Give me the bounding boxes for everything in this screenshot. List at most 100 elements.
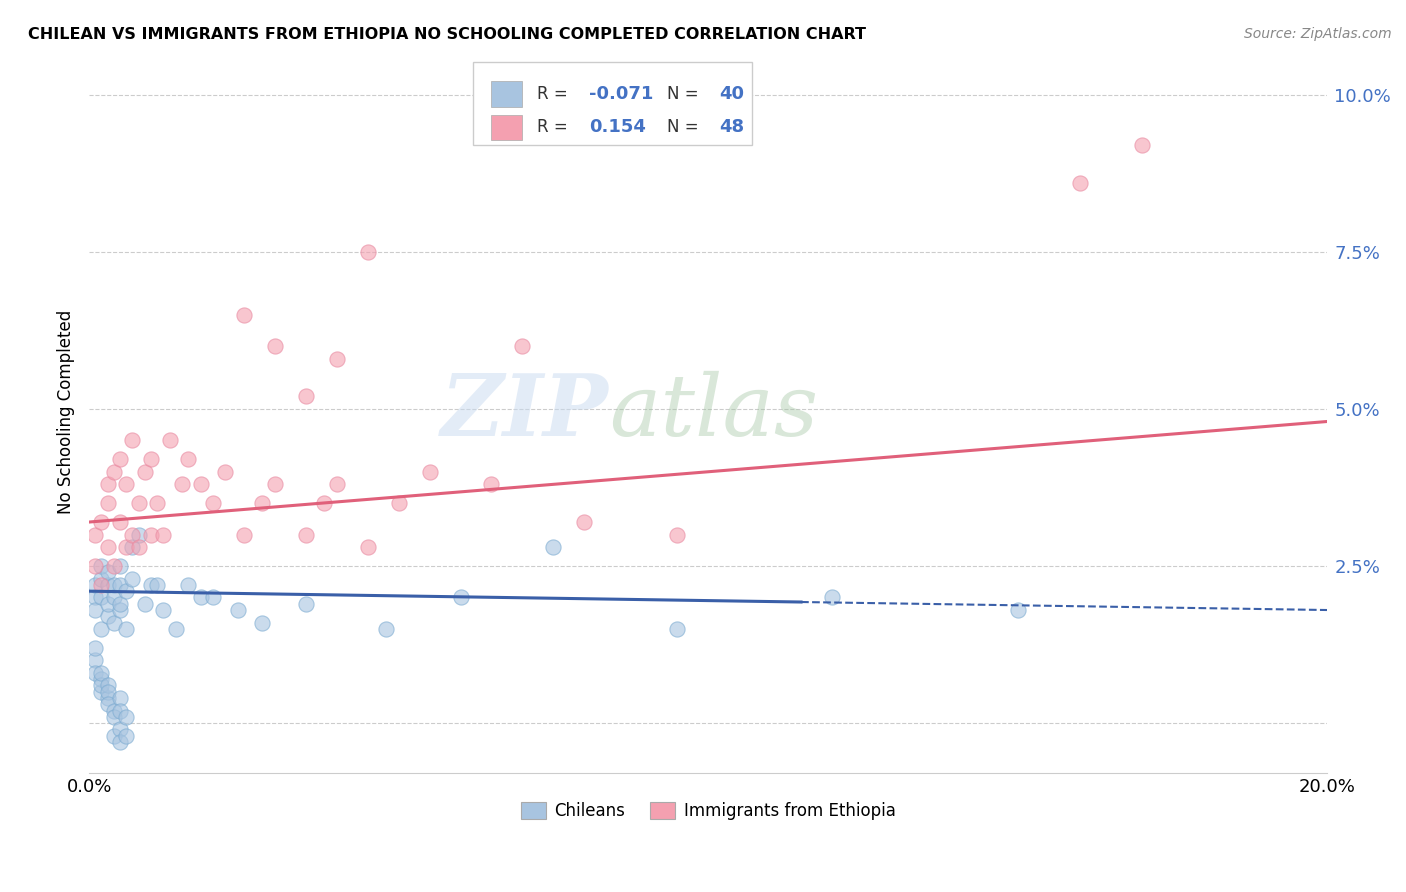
Point — [139, 527, 162, 541]
Point — [90, 622, 112, 636]
Point — [97, 691, 120, 706]
Point — [90, 678, 112, 692]
Point — [159, 434, 181, 448]
Point — [97, 678, 120, 692]
Point — [90, 559, 112, 574]
Point — [103, 704, 125, 718]
Point — [84, 653, 107, 667]
Point — [97, 684, 120, 698]
Point — [115, 540, 138, 554]
Point — [177, 578, 200, 592]
Point — [103, 710, 125, 724]
Point — [121, 572, 143, 586]
Point — [84, 578, 107, 592]
Point — [201, 591, 224, 605]
Point — [108, 735, 131, 749]
Point — [134, 465, 156, 479]
Point — [252, 496, 274, 510]
Point — [214, 465, 236, 479]
Point — [108, 559, 131, 574]
Point — [375, 622, 398, 636]
Point — [108, 515, 131, 529]
Text: -0.071: -0.071 — [589, 85, 654, 103]
Point — [128, 496, 150, 510]
Text: ZIP: ZIP — [441, 370, 609, 454]
Point — [314, 496, 336, 510]
Point — [232, 308, 254, 322]
Point — [512, 339, 534, 353]
Point — [821, 591, 844, 605]
Point — [97, 540, 120, 554]
Legend: Chileans, Immigrants from Ethiopia: Chileans, Immigrants from Ethiopia — [515, 795, 903, 827]
Point — [84, 591, 107, 605]
Point — [1130, 138, 1153, 153]
Point — [146, 578, 169, 592]
Text: N =: N = — [668, 119, 704, 136]
Point — [103, 465, 125, 479]
Point — [108, 452, 131, 467]
Point — [388, 496, 411, 510]
Point — [108, 704, 131, 718]
Text: atlas: atlas — [609, 371, 818, 453]
Point — [90, 591, 112, 605]
Point — [97, 698, 120, 712]
Point — [419, 465, 441, 479]
Point — [201, 496, 224, 510]
Text: R =: R = — [537, 85, 574, 103]
Point — [450, 591, 472, 605]
Point — [97, 477, 120, 491]
Point — [97, 496, 120, 510]
Point — [108, 578, 131, 592]
Point — [134, 597, 156, 611]
FancyBboxPatch shape — [492, 115, 523, 140]
Point — [252, 615, 274, 630]
Point — [232, 527, 254, 541]
Point — [90, 578, 112, 592]
FancyBboxPatch shape — [492, 81, 523, 107]
Point — [357, 540, 380, 554]
Point — [666, 527, 689, 541]
Point — [90, 665, 112, 680]
Point — [115, 477, 138, 491]
Point — [90, 672, 112, 686]
Point — [139, 578, 162, 592]
Point — [294, 527, 316, 541]
Point — [108, 603, 131, 617]
Point — [139, 452, 162, 467]
Point — [481, 477, 503, 491]
Point — [170, 477, 193, 491]
Point — [84, 527, 107, 541]
Point — [190, 477, 212, 491]
Point — [666, 622, 689, 636]
Point — [263, 477, 285, 491]
Point — [121, 434, 143, 448]
Point — [177, 452, 200, 467]
Point — [84, 665, 107, 680]
Point — [128, 540, 150, 554]
Point — [97, 609, 120, 624]
Y-axis label: No Schooling Completed: No Schooling Completed — [58, 310, 75, 514]
Point — [146, 496, 169, 510]
Point — [97, 578, 120, 592]
Point — [90, 515, 112, 529]
Text: CHILEAN VS IMMIGRANTS FROM ETHIOPIA NO SCHOOLING COMPLETED CORRELATION CHART: CHILEAN VS IMMIGRANTS FROM ETHIOPIA NO S… — [28, 27, 866, 42]
Point — [115, 729, 138, 743]
Point — [325, 351, 347, 366]
Point — [103, 559, 125, 574]
Point — [190, 591, 212, 605]
Point — [84, 603, 107, 617]
Point — [115, 584, 138, 599]
Point — [103, 578, 125, 592]
Point — [84, 559, 107, 574]
Point — [152, 527, 174, 541]
Point — [226, 603, 249, 617]
Point — [294, 597, 316, 611]
Point — [574, 515, 596, 529]
Point — [121, 540, 143, 554]
Point — [97, 597, 120, 611]
Point — [84, 640, 107, 655]
Point — [128, 527, 150, 541]
Point — [121, 527, 143, 541]
Point — [103, 591, 125, 605]
Point — [165, 622, 187, 636]
